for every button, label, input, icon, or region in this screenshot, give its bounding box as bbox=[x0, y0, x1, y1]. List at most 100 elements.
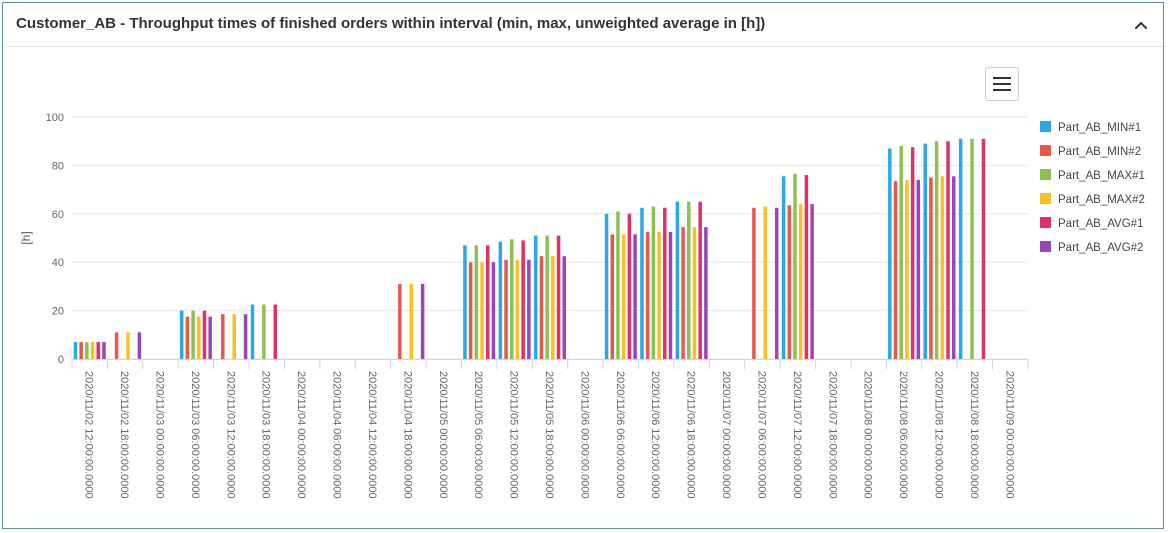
bar-part-ab-avg-1-13[interactable] bbox=[556, 235, 561, 359]
bar-part-ab-min-1-20[interactable] bbox=[781, 176, 786, 359]
bar-part-ab-max-1-25[interactable] bbox=[970, 138, 974, 359]
bar-part-ab-min-1-25[interactable] bbox=[958, 138, 963, 359]
bar-part-ab-avg-2-23[interactable] bbox=[916, 179, 921, 359]
x-tick-label: 2020/11/03 06:00:00.0000 bbox=[189, 371, 201, 499]
bar-part-ab-max-2-20[interactable] bbox=[798, 204, 803, 359]
bar-part-ab-avg-1-12[interactable] bbox=[521, 240, 525, 359]
bar-part-ab-avg-2-19[interactable] bbox=[774, 207, 779, 359]
bar-part-ab-avg-1-0[interactable] bbox=[96, 342, 101, 359]
bar-part-ab-min-1-15[interactable] bbox=[604, 213, 609, 359]
bar-part-ab-avg-2-11[interactable] bbox=[491, 262, 496, 359]
collapse-button[interactable] bbox=[1129, 13, 1153, 37]
bar-part-ab-min-2-12[interactable] bbox=[504, 259, 508, 359]
y-tick-label: 60 bbox=[52, 209, 64, 221]
bar-part-ab-min-2-16[interactable] bbox=[645, 231, 650, 359]
bar-part-ab-avg-2-13[interactable] bbox=[562, 256, 567, 359]
x-tick-label: 2020/11/09 00:00:00.0000 bbox=[1003, 371, 1015, 499]
bar-part-ab-min-2-13[interactable] bbox=[539, 256, 544, 359]
bar-part-ab-max-2-9[interactable] bbox=[409, 283, 413, 359]
bar-part-ab-min-2-11[interactable] bbox=[468, 262, 473, 359]
bar-part-ab-min-2-0[interactable] bbox=[79, 342, 83, 359]
bar-part-ab-max-2-4[interactable] bbox=[232, 314, 236, 359]
bar-part-ab-max-1-24[interactable] bbox=[934, 141, 939, 359]
bar-part-ab-avg-2-24[interactable] bbox=[951, 176, 956, 359]
bar-part-ab-avg-1-5[interactable] bbox=[273, 304, 278, 359]
bar-part-ab-avg-2-3[interactable] bbox=[208, 316, 212, 359]
bar-part-ab-avg-2-9[interactable] bbox=[420, 283, 425, 359]
bar-part-ab-max-2-19[interactable] bbox=[763, 206, 768, 359]
bar-part-ab-min-2-3[interactable] bbox=[185, 316, 190, 359]
bar-part-ab-min-1-5[interactable] bbox=[250, 304, 255, 359]
bar-part-ab-max-2-15[interactable] bbox=[621, 234, 626, 359]
x-tick-label: 2020/11/07 18:00:00.0000 bbox=[826, 371, 838, 499]
x-tick-label: 2020/11/07 00:00:00.0000 bbox=[720, 371, 732, 499]
bar-part-ab-min-2-17[interactable] bbox=[681, 227, 685, 359]
bar-part-ab-avg-1-3[interactable] bbox=[202, 310, 207, 359]
bar-part-ab-avg-2-1[interactable] bbox=[137, 332, 142, 359]
bar-part-ab-max-1-3[interactable] bbox=[191, 310, 195, 359]
bar-part-ab-max-2-3[interactable] bbox=[197, 316, 201, 359]
bar-part-ab-avg-1-11[interactable] bbox=[485, 245, 490, 359]
bar-part-ab-min-1-24[interactable] bbox=[923, 143, 927, 359]
legend-item-part-ab-max-2[interactable]: Part_AB_MAX#2 bbox=[1040, 193, 1145, 206]
y-tick-label: 0 bbox=[58, 354, 64, 366]
bar-part-ab-avg-1-25[interactable] bbox=[981, 138, 986, 359]
bar-part-ab-max-1-16[interactable] bbox=[651, 206, 656, 359]
bar-part-ab-min-2-15[interactable] bbox=[610, 234, 615, 359]
legend-item-part-ab-avg-2[interactable]: Part_AB_AVG#2 bbox=[1040, 241, 1143, 254]
bar-part-ab-avg-2-20[interactable] bbox=[810, 204, 814, 359]
bar-part-ab-max-2-17[interactable] bbox=[692, 227, 697, 359]
bar-part-ab-avg-1-24[interactable] bbox=[946, 141, 950, 359]
bar-part-ab-max-1-15[interactable] bbox=[616, 211, 620, 359]
bar-part-ab-avg-2-12[interactable] bbox=[527, 259, 531, 359]
bar-part-ab-max-2-23[interactable] bbox=[905, 179, 909, 359]
bar-part-ab-max-1-0[interactable] bbox=[85, 342, 89, 359]
bar-part-ab-avg-1-16[interactable] bbox=[663, 207, 667, 359]
bar-part-ab-max-1-23[interactable] bbox=[899, 146, 903, 359]
x-tick-label: 2020/11/05 18:00:00.0000 bbox=[543, 371, 555, 499]
bar-part-ab-max-1-20[interactable] bbox=[793, 173, 797, 359]
legend-item-part-ab-avg-1[interactable]: Part_AB_AVG#1 bbox=[1040, 217, 1143, 230]
bar-part-ab-avg-1-17[interactable] bbox=[698, 201, 702, 359]
bar-part-ab-min-1-13[interactable] bbox=[534, 235, 538, 359]
legend-item-part-ab-min-2[interactable]: Part_AB_MIN#2 bbox=[1040, 145, 1141, 158]
bar-part-ab-min-2-19[interactable] bbox=[752, 207, 756, 359]
bar-part-ab-min-1-12[interactable] bbox=[498, 241, 503, 359]
x-tick-label: 2020/11/03 12:00:00.0000 bbox=[224, 371, 236, 499]
bar-part-ab-min-1-3[interactable] bbox=[179, 310, 184, 359]
bar-part-ab-max-1-11[interactable] bbox=[474, 245, 479, 359]
bar-part-ab-avg-2-17[interactable] bbox=[704, 227, 708, 359]
bar-part-ab-avg-1-20[interactable] bbox=[804, 175, 809, 359]
bar-part-ab-max-2-11[interactable] bbox=[480, 262, 484, 359]
bar-part-ab-avg-2-16[interactable] bbox=[668, 231, 673, 359]
bar-part-ab-max-2-24[interactable] bbox=[940, 176, 945, 359]
bar-part-ab-max-2-13[interactable] bbox=[551, 256, 555, 359]
bar-part-ab-min-2-20[interactable] bbox=[787, 205, 792, 359]
bar-part-ab-max-1-12[interactable] bbox=[509, 239, 514, 359]
bar-part-ab-min-1-11[interactable] bbox=[463, 245, 467, 359]
bar-part-ab-max-2-12[interactable] bbox=[515, 259, 520, 359]
bar-part-ab-min-2-9[interactable] bbox=[398, 283, 402, 359]
chart-menu-button[interactable] bbox=[985, 67, 1019, 101]
bar-part-ab-avg-2-4[interactable] bbox=[243, 314, 248, 359]
bar-part-ab-min-2-1[interactable] bbox=[114, 332, 119, 359]
bar-part-ab-max-1-17[interactable] bbox=[687, 201, 691, 359]
legend-item-part-ab-max-1[interactable]: Part_AB_MAX#1 bbox=[1040, 169, 1145, 182]
bar-part-ab-min-1-0[interactable] bbox=[73, 342, 78, 359]
bar-part-ab-max-2-0[interactable] bbox=[90, 342, 95, 359]
bar-part-ab-avg-2-15[interactable] bbox=[633, 234, 637, 359]
bar-part-ab-avg-1-23[interactable] bbox=[910, 147, 915, 359]
bar-part-ab-min-2-4[interactable] bbox=[221, 314, 225, 359]
bar-part-ab-avg-1-15[interactable] bbox=[627, 213, 632, 359]
bar-part-ab-max-2-16[interactable] bbox=[657, 231, 661, 359]
bar-part-ab-avg-2-0[interactable] bbox=[102, 342, 106, 359]
bar-part-ab-min-1-23[interactable] bbox=[888, 148, 892, 359]
bar-part-ab-min-1-17[interactable] bbox=[675, 201, 680, 359]
bar-part-ab-max-1-13[interactable] bbox=[545, 235, 549, 359]
legend-item-part-ab-min-1[interactable]: Part_AB_MIN#1 bbox=[1040, 121, 1141, 134]
bar-part-ab-min-2-23[interactable] bbox=[893, 181, 898, 359]
bar-part-ab-min-1-16[interactable] bbox=[640, 207, 644, 359]
bar-part-ab-max-2-1[interactable] bbox=[126, 332, 130, 359]
bar-part-ab-max-1-5[interactable] bbox=[262, 304, 266, 359]
bar-part-ab-min-2-24[interactable] bbox=[929, 177, 933, 360]
